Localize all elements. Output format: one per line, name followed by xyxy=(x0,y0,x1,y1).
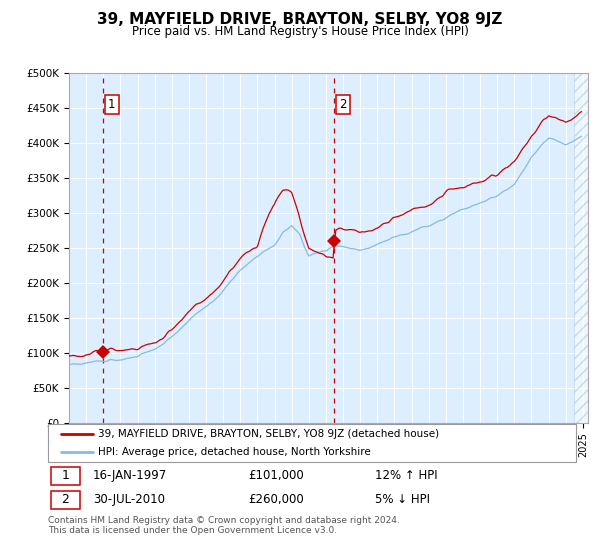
Text: 39, MAYFIELD DRIVE, BRAYTON, SELBY, YO8 9JZ (detached house): 39, MAYFIELD DRIVE, BRAYTON, SELBY, YO8 … xyxy=(98,429,439,439)
Text: Contains HM Land Registry data © Crown copyright and database right 2024.: Contains HM Land Registry data © Crown c… xyxy=(48,516,400,525)
Text: 30-JUL-2010: 30-JUL-2010 xyxy=(93,493,165,506)
Text: 16-JAN-1997: 16-JAN-1997 xyxy=(93,469,167,482)
Text: 1: 1 xyxy=(61,469,70,482)
FancyBboxPatch shape xyxy=(50,466,80,485)
Text: £260,000: £260,000 xyxy=(248,493,304,506)
Text: 12% ↑ HPI: 12% ↑ HPI xyxy=(376,469,438,482)
Text: £101,000: £101,000 xyxy=(248,469,304,482)
FancyBboxPatch shape xyxy=(50,491,80,509)
Bar xyxy=(574,73,588,423)
Text: This data is licensed under the Open Government Licence v3.0.: This data is licensed under the Open Gov… xyxy=(48,526,337,535)
Text: 2: 2 xyxy=(61,493,70,506)
Text: 2: 2 xyxy=(340,98,347,111)
Text: 5% ↓ HPI: 5% ↓ HPI xyxy=(376,493,430,506)
Text: 1: 1 xyxy=(108,98,116,111)
Text: HPI: Average price, detached house, North Yorkshire: HPI: Average price, detached house, Nort… xyxy=(98,447,371,458)
FancyBboxPatch shape xyxy=(48,424,576,462)
Text: Price paid vs. HM Land Registry's House Price Index (HPI): Price paid vs. HM Land Registry's House … xyxy=(131,25,469,38)
Text: 39, MAYFIELD DRIVE, BRAYTON, SELBY, YO8 9JZ: 39, MAYFIELD DRIVE, BRAYTON, SELBY, YO8 … xyxy=(97,12,503,27)
